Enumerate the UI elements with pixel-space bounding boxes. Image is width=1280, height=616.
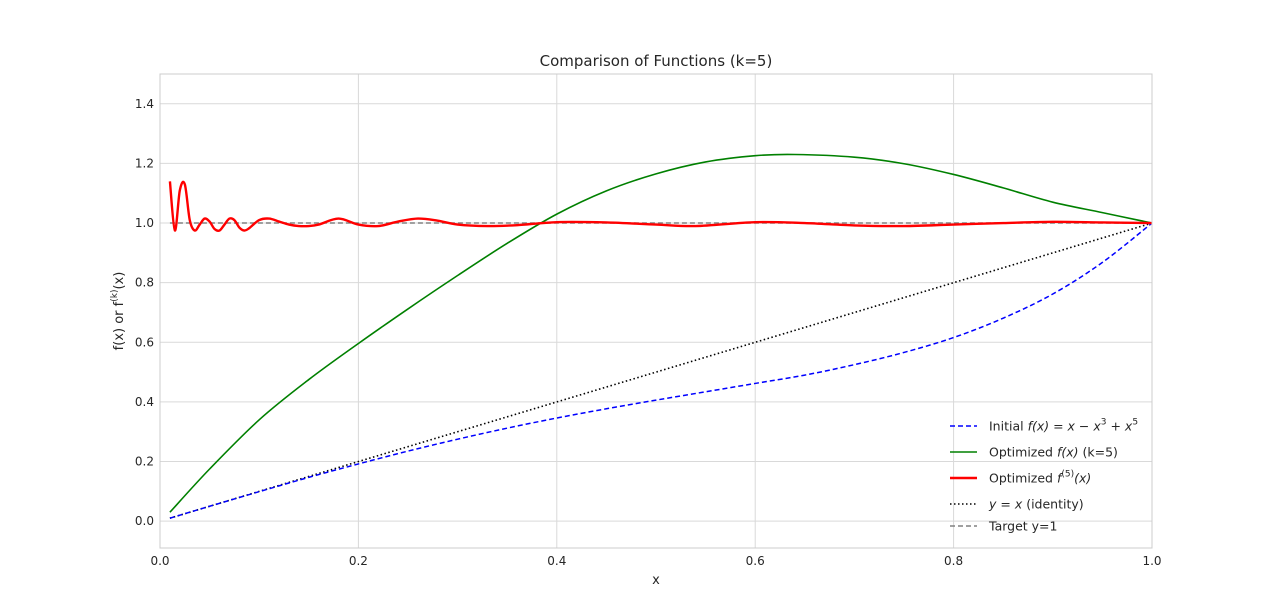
- legend-label-f: f: [1057, 445, 1063, 460]
- legend-label-pre: Target y=1: [988, 519, 1057, 534]
- y-tick-label: 0.8: [135, 276, 154, 290]
- y-tick-label: 0.6: [135, 335, 154, 349]
- x-tick-label: 0.8: [944, 554, 963, 568]
- plot-area: [160, 74, 1152, 548]
- legend-label: Target y=1: [988, 519, 1057, 534]
- y-axis-label-tail: (x): [112, 272, 127, 290]
- series-initial-line: [169, 222, 1153, 519]
- legend-label-sup1: 3: [1101, 418, 1107, 428]
- legend-item-target: Target y=1: [950, 519, 1057, 534]
- legend-label-sup: (5): [1061, 470, 1074, 480]
- legend-label-f: y: [988, 497, 997, 512]
- y-tick-label: 0.4: [135, 395, 154, 409]
- chart-title: Comparison of Functions (k=5): [540, 52, 773, 70]
- series-layer: [168, 153, 1153, 519]
- y-axis-label-sup: (k): [110, 290, 120, 302]
- y-tick-label: 1.4: [135, 97, 154, 111]
- series-identity-line: [169, 222, 1153, 519]
- legend-label-arg: (x): [1074, 471, 1091, 486]
- plot-frame: [159, 73, 1153, 549]
- y-axis-label: f(x) or f(k)(x): [110, 272, 127, 351]
- x-axis-label: x: [652, 573, 660, 588]
- series-optimized-f-line: [169, 153, 1153, 513]
- legend-label: Optimized f(x) (k=5): [989, 445, 1118, 460]
- legend-label-post: (k=5): [1079, 445, 1118, 460]
- y-axis-label-main: f(x) or f: [112, 301, 127, 350]
- legend-label-arg: (x) = x − x: [1032, 419, 1101, 434]
- x-tick-labels: 0.0 0.2 0.4 0.6 0.8 1.0: [150, 554, 1161, 568]
- legend-label-arg: (x): [1061, 445, 1078, 460]
- legend-label-f: f: [1028, 419, 1034, 434]
- y-tick-label: 0.2: [135, 455, 154, 469]
- legend-item-initial: Initial f(x) = x − x3 + x5: [950, 418, 1138, 434]
- legend-label-pre: Initial: [989, 419, 1028, 434]
- legend-item-identity: y = x (identity): [950, 497, 1084, 512]
- legend-label: y = x (identity): [988, 497, 1084, 512]
- x-tick-label: 1.0: [1142, 554, 1161, 568]
- legend-label: Initial f(x) = x − x3 + x5: [989, 418, 1138, 434]
- series-optimized-f5-line: [168, 180, 1153, 232]
- legend-label-arg: = x: [996, 497, 1022, 512]
- legend-label-mid: + x: [1107, 419, 1133, 434]
- x-tick-label: 0.2: [349, 554, 368, 568]
- legend-label-sup2: 5: [1132, 418, 1138, 428]
- legend-label-f: f: [1057, 471, 1063, 486]
- y-tick-label: 1.2: [135, 156, 154, 170]
- y-tick-label: 0.0: [135, 514, 154, 528]
- legend-label-pre: Optimized: [989, 471, 1057, 486]
- x-tick-label: 0.6: [746, 554, 765, 568]
- legend-label-post: (identity): [1022, 497, 1083, 512]
- legend-item-optimized-f5: Optimized f(5)(x): [950, 470, 1091, 486]
- y-tick-label: 1.0: [135, 216, 154, 230]
- x-tick-label: 0.0: [150, 554, 169, 568]
- legend-label: Optimized f(5)(x): [989, 470, 1091, 486]
- legend-item-optimized-f: Optimized f(x) (k=5): [950, 445, 1118, 460]
- legend-label-pre: Optimized: [989, 445, 1057, 460]
- x-tick-label: 0.4: [547, 554, 566, 568]
- y-tick-labels: 0.0 0.2 0.4 0.6 0.8 1.0 1.2 1.4: [135, 97, 154, 528]
